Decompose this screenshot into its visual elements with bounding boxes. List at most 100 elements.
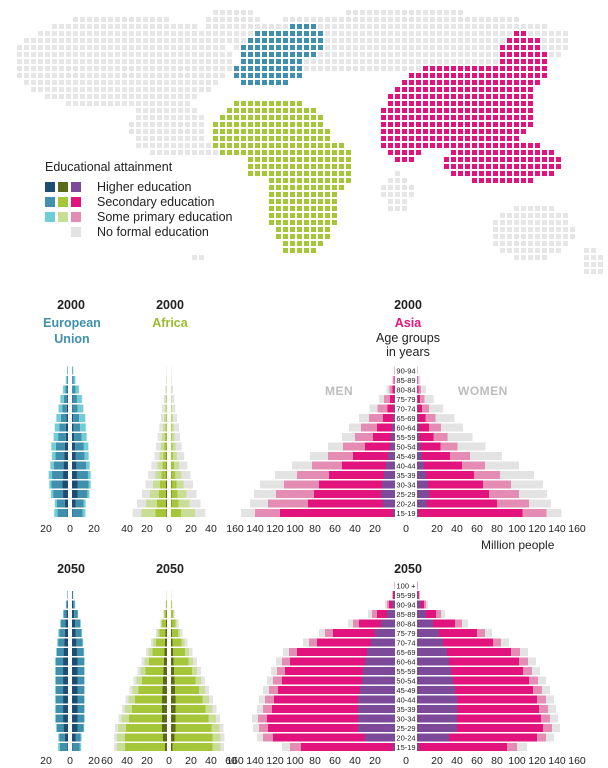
bar-men-higher [63,490,68,498]
map-dot [101,38,106,43]
map-dot-af [290,192,295,197]
pyramid-3: 20 0 20 [40,585,100,767]
map-dot [318,52,323,57]
bar-women-higher [417,452,422,460]
map-dot-af [269,185,274,190]
bar-men-none [163,395,166,403]
map-dot [549,31,554,36]
age-group-label: 55-59 [396,433,415,442]
bar-men-secondary [65,385,68,394]
bar-men-higher [63,686,68,694]
bar-women-secondary [171,480,177,489]
map-dot [171,94,176,99]
map-dot [395,171,400,176]
map-dot-as [395,94,400,99]
map-dot [94,52,99,57]
map-dot-as [493,122,498,127]
map-dot [374,17,379,22]
bar-men-secondary [63,395,68,403]
bar-men-none [260,480,284,489]
map-dot-eu [276,66,281,71]
map-dot-af [318,115,323,120]
map-dot [437,59,442,64]
map-dot [570,234,575,239]
bar-men-none [259,695,265,704]
map-dot [353,24,358,29]
map-dot [171,122,176,127]
map-dot-af [290,164,295,169]
map-dot [220,66,225,71]
map-dot [136,17,141,22]
age-group-label: 20-24 [396,500,415,509]
bar-women-none [184,638,188,647]
map-dot [367,59,372,64]
map-dot-eu [269,31,274,36]
map-dot [164,136,169,141]
map-dot [388,192,393,197]
map-dot-as [500,164,505,169]
map-dot-eu [297,73,302,78]
bar-men-primary [55,695,56,704]
bar-men-higher [362,676,395,685]
map-dot-af [276,129,281,134]
map-dot [129,66,134,71]
map-dot-as [381,122,386,127]
map-dot-af [283,248,288,253]
map-dot [395,38,400,43]
map-dot [192,80,197,85]
map-dot-af [255,143,260,148]
bar-men-none [165,385,167,394]
map-dot [381,66,386,71]
map-dot-as [437,122,442,127]
map-dot-as [458,87,463,92]
map-dot [409,185,414,190]
map-dot-af [311,150,316,155]
map-dot [528,227,533,232]
map-dot-eu [269,59,274,64]
map-dot [108,101,113,106]
bar-women-primary [181,509,196,517]
bar-men-none [142,490,150,498]
map-dot [45,52,50,57]
map-dot-as [437,94,442,99]
bar-men-secondary [392,385,395,394]
map-dot-eu [248,45,253,50]
map-dot [367,52,372,57]
map-dot-as [542,66,547,71]
map-dot [507,227,512,232]
map-dot [332,52,337,57]
map-dot [178,66,183,71]
bar-men-secondary [290,657,365,666]
map-dot-af [220,115,225,120]
map-dot-af [290,171,295,176]
map-dot [395,24,400,29]
bar-women-higher [417,676,453,685]
map-dot-af [220,150,225,155]
map-dot [178,52,183,57]
bar-men-primary [141,509,156,517]
map-dot [136,94,141,99]
map-dot [584,262,589,267]
bar-men-none [379,395,384,403]
map-dot [528,234,533,239]
map-dot-as [535,164,540,169]
map-dot-as [416,122,421,127]
map-dot [87,24,92,29]
bar-women-none [173,610,175,618]
map-dot [129,17,134,22]
bar-men-higher [387,610,395,618]
map-dot [115,87,120,92]
map-dot-af [269,157,274,162]
bar-women-none [201,676,205,685]
bar-women-higher [171,619,172,628]
map-dot [108,24,113,29]
map-dot [185,59,190,64]
map-dot [129,87,134,92]
map-dot [143,143,148,148]
map-dot [402,199,407,204]
map-dot-eu [276,80,281,85]
map-dot-as [451,66,456,71]
map-dot [52,45,57,50]
bar-men-higher [358,724,395,732]
map-dot-af [297,136,302,141]
